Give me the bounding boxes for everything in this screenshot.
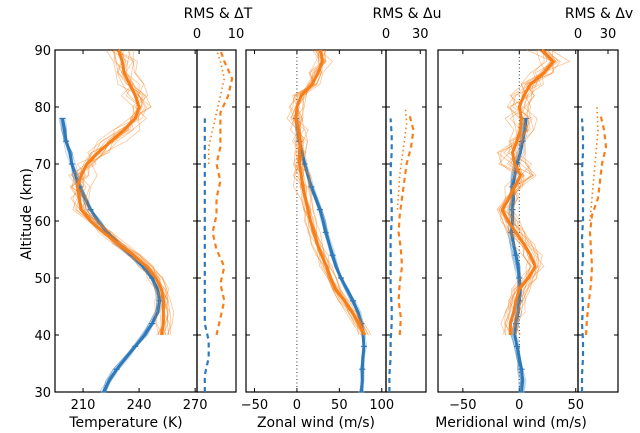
orange-member-line (497, 49, 547, 336)
blue-member-line (60, 118, 158, 393)
x-tick-label: 210 (71, 398, 96, 413)
y-tick-label: 30 (34, 386, 51, 401)
x-tick-label: 0 (293, 398, 301, 413)
orange-member-line (75, 49, 166, 336)
x-axis-label-zonal-wind: Zonal wind (m/s) (257, 415, 375, 431)
orange-member-line (294, 49, 372, 336)
blue-member-line (62, 118, 162, 393)
rms-tick-label: 0 (193, 27, 201, 42)
orange-mean-line (75, 49, 165, 336)
blue-member-line (60, 118, 160, 393)
x-tick-label: −50 (449, 398, 476, 413)
rms-tick-label: 0 (382, 27, 390, 42)
orange-mean-line (500, 48, 555, 335)
blue-member-line (62, 118, 163, 393)
blue-rms-line (388, 118, 393, 392)
x-tick-label: 50 (331, 398, 348, 413)
orange-member-line (512, 49, 561, 336)
rms-title-meridional: RMS & Δv (565, 6, 633, 22)
orange-member-line (506, 49, 556, 336)
blue-member-line (63, 118, 162, 393)
rms-title-zonal: RMS & Δu (373, 6, 442, 22)
orange-member-line (292, 49, 362, 336)
y-tick-label: 60 (34, 215, 51, 230)
y-tick-label: 70 (34, 158, 51, 173)
orange-member-line (506, 49, 571, 336)
blue-member-line (62, 118, 161, 393)
rms-tick-label: 0 (574, 27, 582, 42)
orange-rms-line (211, 49, 234, 336)
orange-member-line (76, 49, 169, 336)
blue-member-line (65, 118, 163, 393)
orange-delta-line (207, 49, 226, 164)
orange-member-line (511, 49, 554, 336)
panel-frame-temperature (54, 49, 198, 393)
blue-member-line (60, 118, 161, 393)
orange-member-line (75, 49, 171, 336)
rms-tick-label: 30 (412, 27, 429, 42)
y-tick-label: 80 (34, 101, 51, 116)
x-tick-label: 50 (567, 398, 584, 413)
orange-member-line (71, 49, 169, 336)
orange-member-line (286, 49, 365, 336)
orange-member-line (72, 49, 164, 336)
orange-mean-line (294, 49, 367, 336)
orange-member-line (298, 49, 369, 336)
data-series (58, 48, 608, 393)
orange-delta-line (589, 106, 599, 222)
orange-member-line (68, 49, 164, 336)
orange-member-line (291, 49, 359, 336)
orange-rms-line (584, 112, 608, 336)
rms-tick-label: 10 (228, 27, 245, 42)
axis-text: Altitude (km) Temperature (K) Zonal wind… (19, 6, 633, 431)
orange-member-line (70, 49, 165, 336)
orange-member-line (70, 49, 168, 336)
orange-rms-line (397, 112, 415, 336)
y-tick-label: 50 (34, 272, 51, 287)
blue-mean-line (61, 118, 162, 393)
y-tick-label: 90 (34, 44, 51, 59)
rms-tick-label: 30 (600, 27, 617, 42)
orange-delta-line (396, 106, 408, 210)
x-axis-label-temperature: Temperature (K) (68, 415, 182, 431)
x-tick-label: 270 (183, 398, 208, 413)
orange-member-line (295, 49, 369, 336)
x-tick-label: 100 (369, 398, 394, 413)
x-axis-label-meridional-wind: Meridional wind (m/s) (435, 415, 587, 431)
orange-member-line (499, 49, 551, 336)
x-tick-label: −50 (241, 398, 268, 413)
orange-member-line (500, 49, 552, 336)
orange-member-line (77, 49, 175, 336)
orange-member-line (88, 49, 172, 336)
orange-member-line (502, 49, 557, 336)
x-tick-label: 0 (515, 398, 523, 413)
rms-title-temperature: RMS & ΔT (184, 6, 253, 22)
orange-member-line (289, 49, 365, 336)
y-tick-label: 40 (34, 329, 51, 344)
blue-member-line (61, 118, 159, 393)
blue-rms-line (580, 118, 585, 392)
blue-rms-line (203, 118, 210, 392)
rms-frame-temperature (196, 49, 237, 393)
y-axis-label: Altitude (km) (19, 168, 35, 260)
x-tick-label: 240 (127, 398, 152, 413)
